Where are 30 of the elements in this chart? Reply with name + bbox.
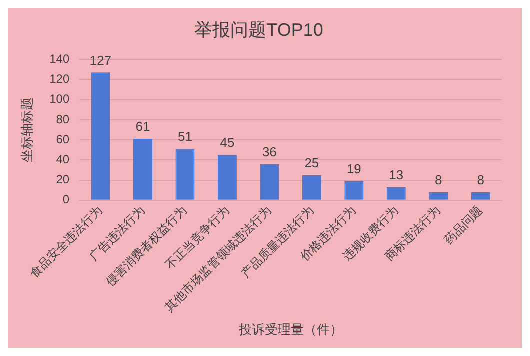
data-label: 25 xyxy=(304,155,320,170)
bar xyxy=(260,164,280,200)
data-label: 61 xyxy=(136,119,150,134)
data-label: 45 xyxy=(220,135,235,150)
bar xyxy=(471,192,490,200)
data-label: 19 xyxy=(346,161,362,176)
bar xyxy=(302,175,322,200)
y-tick-label: 80 xyxy=(56,112,70,126)
bar xyxy=(429,192,448,200)
y-tick-label: 20 xyxy=(56,172,70,187)
bar xyxy=(176,149,195,200)
data-label: 8 xyxy=(477,172,484,188)
data-label: 13 xyxy=(389,167,404,182)
data-label: 8 xyxy=(435,172,442,188)
bar xyxy=(91,72,110,200)
y-axis-title: 坐标轴标题 xyxy=(19,97,34,162)
bar xyxy=(218,155,237,200)
data-label: 127 xyxy=(90,52,112,68)
x-axis-title: 投诉受理量（件） xyxy=(238,322,343,337)
bar xyxy=(133,139,152,200)
y-tick-label: 40 xyxy=(56,152,70,166)
y-tick-label: 100 xyxy=(50,92,70,106)
y-tick-label: 0 xyxy=(62,192,70,207)
y-tick-label: 140 xyxy=(50,52,70,66)
y-tick-label: 60 xyxy=(56,132,70,146)
data-label: 36 xyxy=(262,144,277,160)
chart-title: 举报问题TOP10 xyxy=(194,20,324,40)
y-tick-label: 120 xyxy=(50,72,70,86)
x-tick-label: 药品问题 xyxy=(442,203,486,247)
data-label: 51 xyxy=(178,129,192,144)
